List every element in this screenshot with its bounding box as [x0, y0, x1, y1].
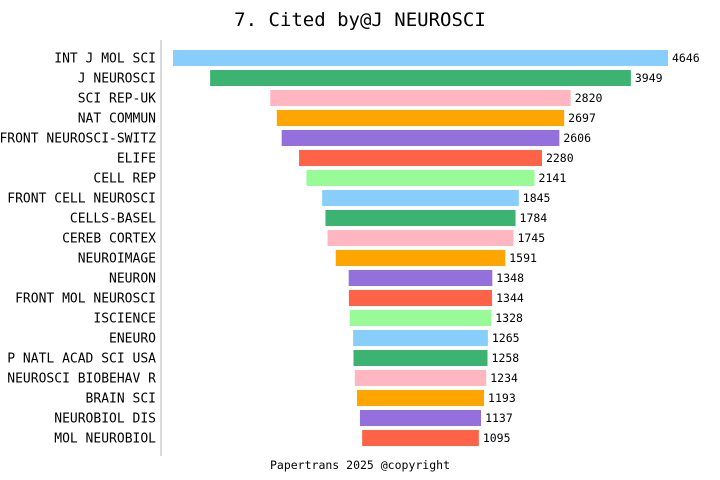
category-label: P NATL ACAD SCI USA: [7, 352, 156, 367]
category-label: CEREB CORTEX: [62, 232, 156, 247]
category-label: ENEURO: [109, 332, 156, 347]
bar: [335, 250, 506, 266]
category-label: NEUROBIOL DIS: [54, 412, 156, 427]
bar: [299, 150, 542, 166]
bar: [359, 410, 482, 426]
category-label: BRAIN SCI: [86, 392, 156, 407]
category-label: INT J MOL SCI: [54, 52, 156, 67]
bar: [210, 70, 631, 86]
value-label: 3949: [635, 71, 663, 85]
category-label: FRONT NEUROSCI-SWITZ: [0, 132, 156, 147]
value-label: 1137: [485, 411, 513, 425]
bar: [322, 190, 519, 206]
category-label: NAT COMMUN: [78, 112, 156, 127]
bar: [270, 90, 571, 106]
category-label: MOL NEUROBIOL: [54, 432, 156, 447]
bar: [306, 170, 535, 186]
value-label: 2141: [539, 171, 567, 185]
value-label: 4646: [672, 51, 700, 65]
bar: [353, 350, 488, 366]
value-label: 1348: [496, 271, 524, 285]
bar: [327, 230, 514, 246]
value-label: 1234: [490, 371, 518, 385]
chart-title: 7. Cited by@J NEUROSCI: [234, 9, 486, 31]
bar: [173, 50, 668, 66]
value-label: 1591: [509, 251, 537, 265]
category-label: SCI REP-UK: [78, 92, 156, 107]
value-label: 1193: [488, 391, 516, 405]
bar: [356, 390, 485, 406]
bar: [325, 210, 516, 226]
category-label: CELL REP: [93, 172, 156, 187]
value-label: 1265: [492, 331, 520, 345]
category-label: CELLS-BASEL: [70, 212, 156, 227]
bar: [349, 310, 492, 326]
category-label: NEURON: [109, 272, 156, 287]
value-label: 2280: [546, 151, 574, 165]
category-label: ELIFE: [117, 152, 156, 167]
value-label: 2697: [568, 111, 596, 125]
value-label: 2606: [563, 131, 591, 145]
bar: [281, 130, 560, 146]
bar: [348, 270, 493, 286]
value-label: 1784: [520, 211, 548, 225]
bar: [353, 330, 488, 346]
category-label: FRONT CELL NEUROSCI: [7, 192, 156, 207]
category-label: FRONT MOL NEUROSCI: [15, 292, 156, 307]
bar: [362, 430, 479, 446]
copyright-footer: Papertrans 2025 @copyright: [269, 458, 450, 472]
value-label: 1095: [483, 431, 511, 445]
value-label: 1258: [492, 351, 520, 365]
value-label: 1745: [517, 231, 545, 245]
value-label: 1845: [523, 191, 551, 205]
bar: [276, 110, 565, 126]
value-label: 2820: [575, 91, 603, 105]
bar: [354, 370, 487, 386]
bar: [348, 290, 493, 306]
category-label: NEUROIMAGE: [78, 252, 156, 267]
value-label: 1328: [495, 311, 523, 325]
category-label: NEUROSCI BIOBEHAV R: [7, 372, 156, 387]
category-label: J NEUROSCI: [78, 72, 156, 87]
value-label: 1344: [496, 291, 524, 305]
category-label: ISCIENCE: [93, 312, 156, 327]
